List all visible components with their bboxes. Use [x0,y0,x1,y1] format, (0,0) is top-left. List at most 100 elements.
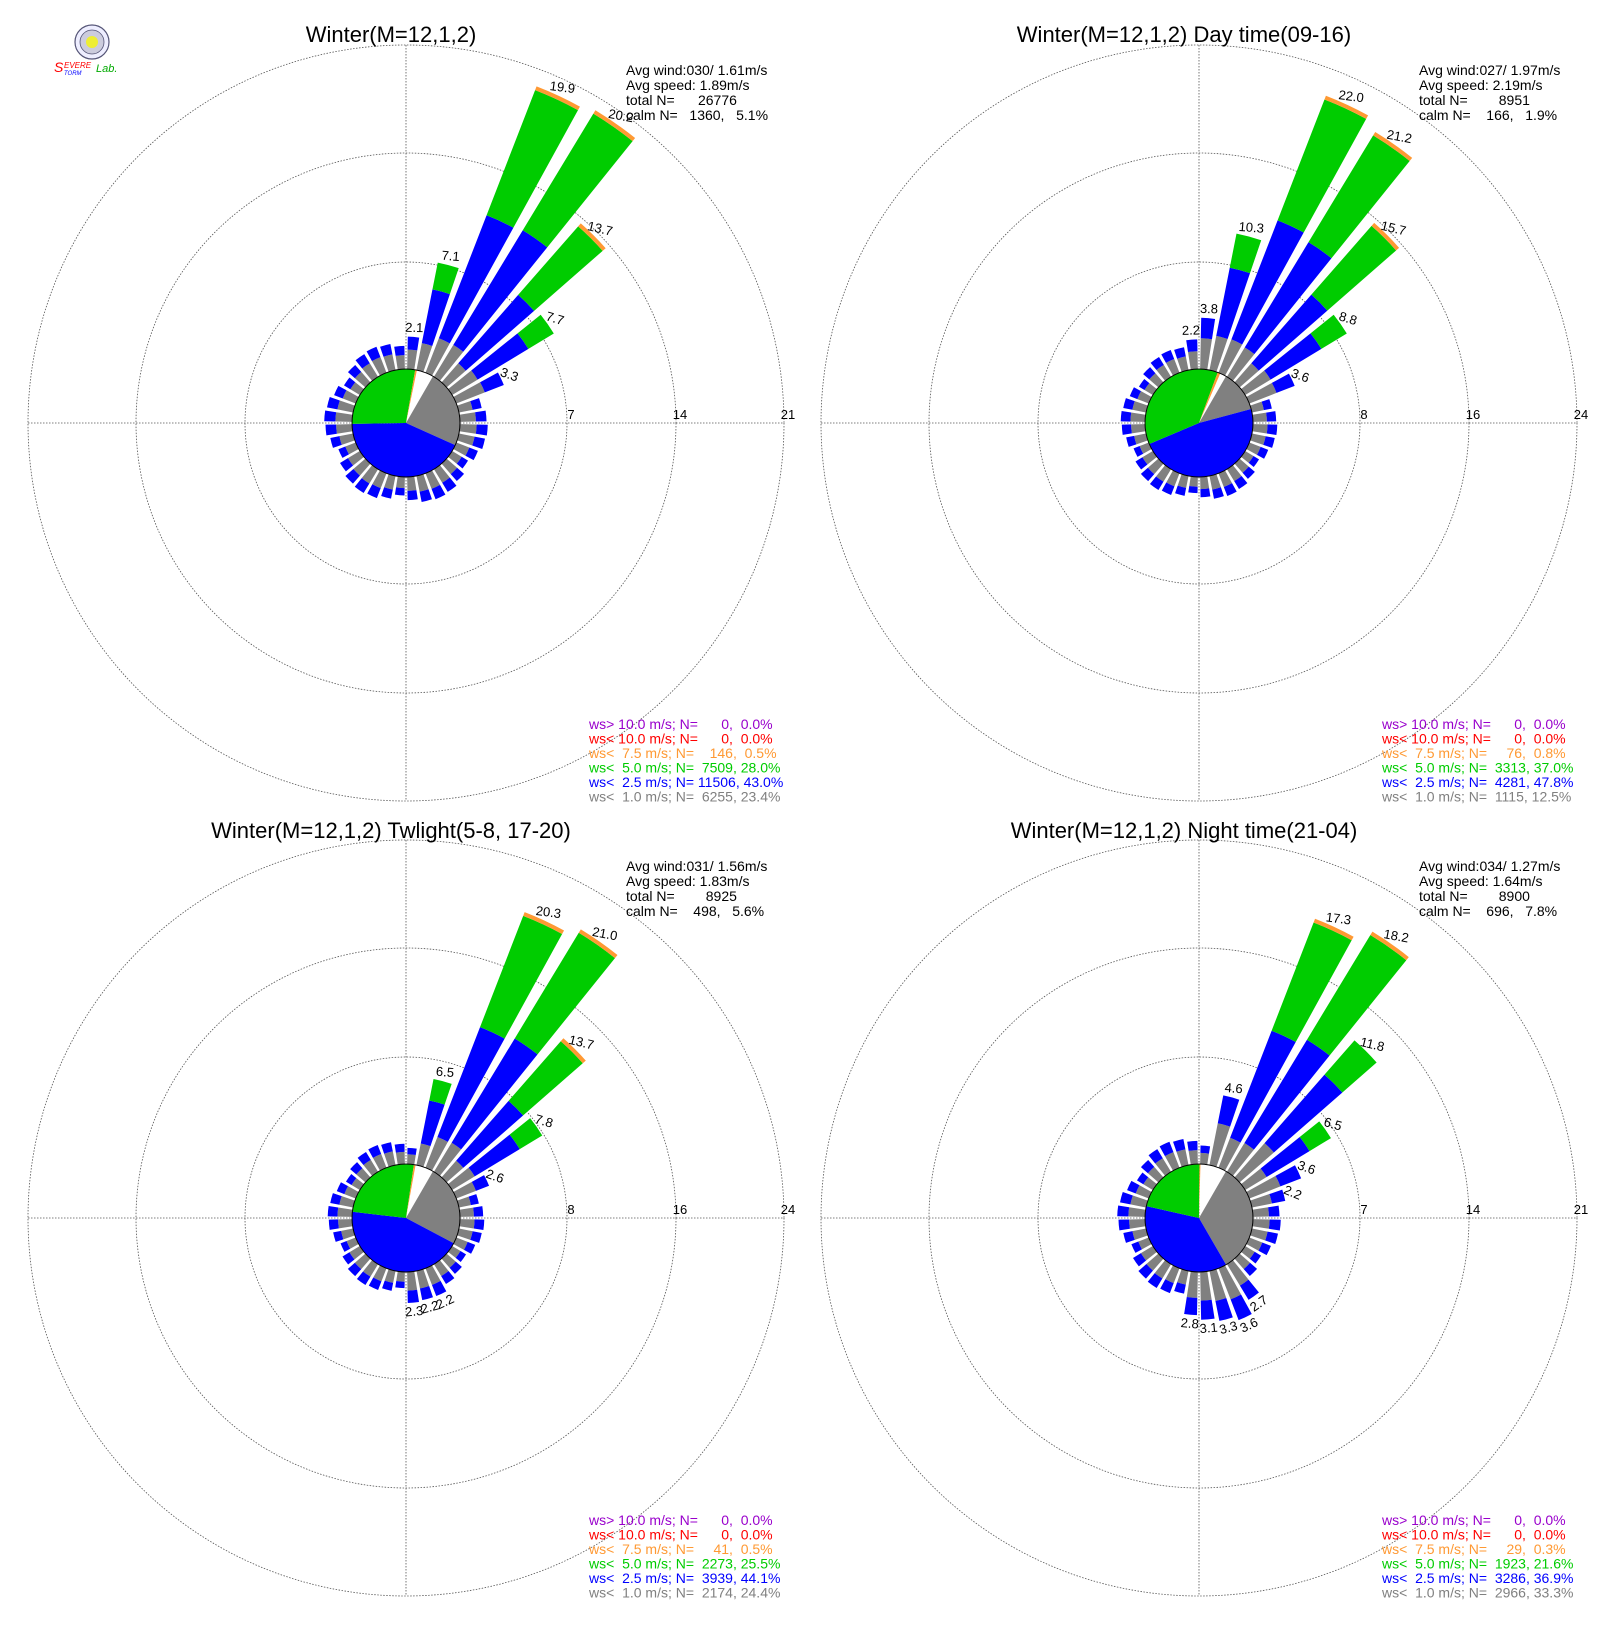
pie-outline [351,1163,461,1273]
legend-entry: ws< 10.0 m/s; N= 0, 0.0% [1381,1527,1566,1543]
bar-segment-lt2_5 [1200,317,1216,340]
minor-bar-blue [350,1162,363,1175]
minor-bar-gray [1154,1260,1172,1279]
bar-segment-lt5 [1310,314,1347,349]
bar-segment-lt1 [1226,347,1255,381]
bar-value-label: 2.2 [434,1291,457,1312]
minor-bar-gray [1130,1195,1148,1208]
bar-value-label: 3.1 [1199,1320,1218,1337]
bar-segment-lt2_5 [421,289,450,346]
legend-entry: ws< 5.0 m/s; N= 7509, 28.0% [588,760,780,776]
minor-bar-blue [1256,446,1269,459]
legend-entry: ws< 5.0 m/s; N= 2273, 25.5% [588,1556,780,1572]
legend-entry: ws> 10.0 m/s; N= 0, 0.0% [588,716,773,732]
minor-bar-blue [394,487,405,496]
minor-bar-gray [1246,442,1261,455]
minor-bar-gray [363,1260,379,1277]
minor-bar-blue [395,1280,405,1289]
pie-slice-lt5 [1145,369,1218,445]
bar-value-label: 3.3 [498,364,520,384]
minor-bar-blue [1161,482,1175,495]
pie-slice-lt7_5 [1199,372,1221,423]
bar-segment-lt1 [425,338,450,376]
minor-bar-gray [1188,1150,1198,1165]
minor-bar-gray [1250,1228,1268,1241]
minor-bar-blue [463,1241,476,1254]
legend-entry: ws< 7.5 m/s; N= 76, 0.8% [1381,745,1566,761]
minor-bar-gray [1218,470,1233,487]
bar-value-label: 7.7 [544,308,566,328]
minor-bar-gray [1130,412,1146,422]
bar-segment-lt1 [448,1167,475,1191]
stat-line: Avg speed: 1.83m/s [626,873,749,889]
pie-slice-lt7_5 [406,369,417,423]
minor-bar-blue [330,436,342,448]
minor-bar-gray [346,1237,359,1249]
pie-slice-lt5 [1146,1164,1200,1218]
minor-bar-gray [1241,450,1254,463]
minor-bar-gray [347,450,364,466]
minor-bar-blue [1127,1180,1140,1194]
minor-bar-gray [416,474,429,492]
stat-line: Avg speed: 1.89m/s [626,77,749,93]
minor-bar-gray [1140,1245,1157,1261]
minor-bar-blue [355,354,370,369]
minor-bar-blue [336,1182,349,1195]
minor-bar-gray [1246,1237,1263,1251]
bar-segment-lt5 [1306,935,1407,1056]
pie-slice-lt1 [1199,376,1252,423]
bar-segment-lt2_5 [1260,1137,1310,1178]
minor-bar-blue [367,484,381,499]
bar-value-label: 21.2 [1386,127,1414,146]
minor-bar-gray [1177,356,1189,372]
minor-bar-gray [407,1154,416,1165]
minor-bar-blue [1131,1241,1142,1253]
stat-line: calm N= 1360, 5.1% [626,107,768,123]
stat-line: total N= 8951 [1419,92,1530,108]
minor-bar-blue [456,456,469,469]
minor-bar-blue [1126,435,1137,447]
bar-segment-lt1 [416,1143,431,1167]
bar-segment-lt5 [1308,135,1410,259]
stat-line: calm N= 696, 7.8% [1419,903,1557,919]
minor-bar-gray [1147,458,1164,475]
minor-bar-gray [1250,433,1266,445]
bar-segment-lt1 [407,1271,418,1291]
minor-bar-gray [457,1228,473,1240]
legend-entry: ws< 7.5 m/s; N= 146, 0.5% [588,745,777,761]
bar-segment-lt5 [1277,99,1367,233]
bar-segment-lt5 [508,1041,583,1116]
minor-bar-blue [1242,466,1255,479]
minor-bar-blue [475,424,488,436]
bar-value-label: 3.8 [1200,301,1218,316]
bar-segment-lt1 [425,1136,448,1171]
bar-segment-lt1 [1200,338,1212,370]
bar-value-label: 15.7 [1379,218,1407,238]
bar-value-label: 2.2 [1182,322,1200,337]
windrose-panel-1: 7 14 21 2.1 7.1 19.9 20.2 13.7 7.7 3.3 Winter(M=12… [27,22,795,805]
minor-bar-blue [472,436,485,449]
bar-segment-lt2_5 [1271,373,1295,393]
bar-segment-lt2_5 [471,333,529,380]
panel-title: Winter(M=12,1,2) Day time(09-16) [1017,22,1351,47]
bar-segment-lt1 [1241,1168,1267,1191]
bar-value-label: 7.8 [533,1111,555,1131]
bar-segment-lt1 [1241,370,1271,396]
minor-bar-blue [1160,1279,1174,1294]
bar-value-label: 2.6 [484,1166,506,1186]
bar-segment-lt2_5 [1186,339,1198,353]
minor-bar-gray [459,1219,475,1229]
ring-label: 16 [1466,407,1480,422]
legend-entry: ws> 10.0 m/s; N= 0, 0.0% [1381,1512,1566,1528]
ring-label: 24 [1574,407,1588,422]
minor-bar-gray [372,470,387,489]
minor-bar-gray [448,450,462,464]
bar-value-label: 18.2 [1382,926,1410,945]
minor-bar-blue [1266,411,1277,422]
minor-bar-blue [1200,488,1211,498]
minor-bar-gray [1132,1228,1148,1240]
minor-bar-blue [1173,1139,1186,1152]
minor-bar-gray [395,1151,405,1165]
ring-3 [820,44,1578,802]
minor-bar-gray [1234,1253,1251,1270]
